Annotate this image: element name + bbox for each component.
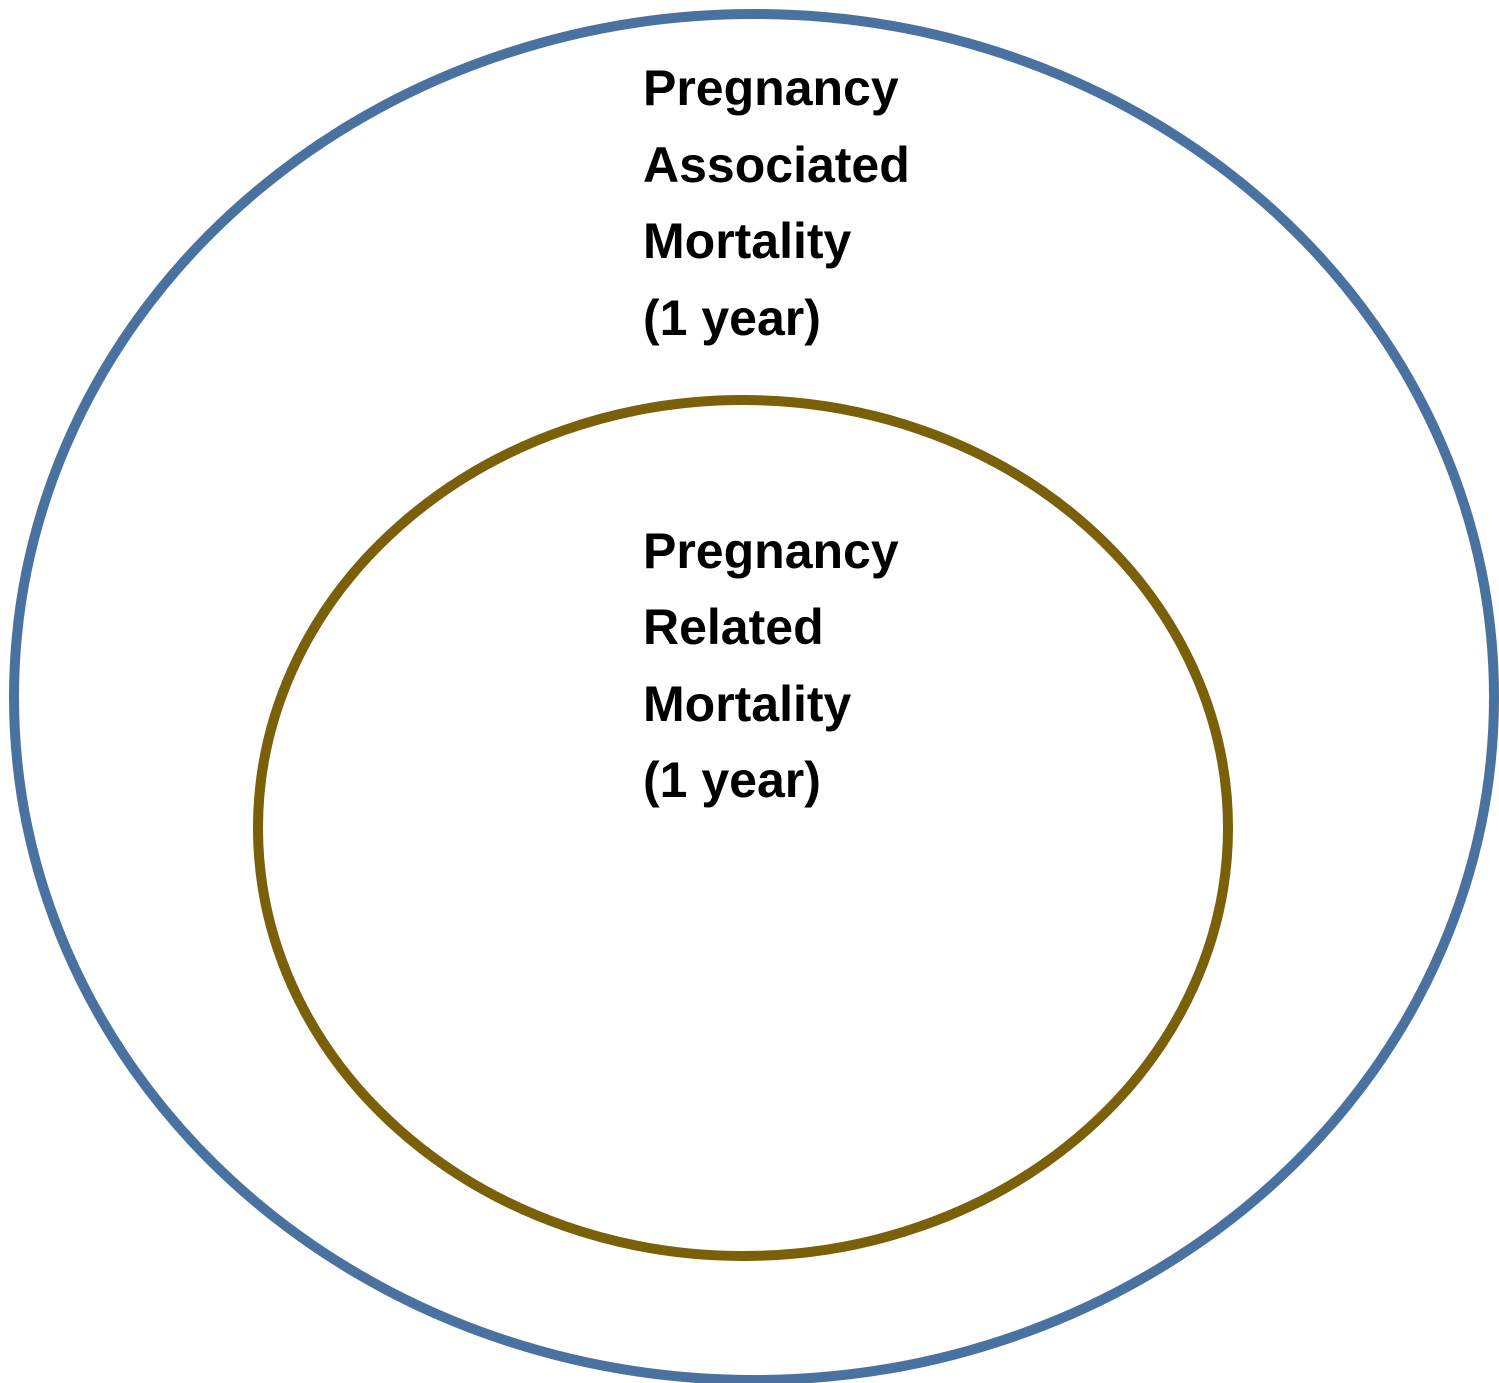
outer-label: Pregnancy Associated Mortality (1 year): [643, 60, 910, 346]
label-line: (1 year): [643, 290, 821, 346]
label-line: Pregnancy: [643, 60, 899, 116]
label-line: Related: [643, 599, 824, 655]
label-line: Pregnancy: [643, 523, 899, 579]
label-line: Mortality: [643, 676, 852, 732]
outer-ellipse: [9, 9, 1499, 1383]
label-line: Associated: [643, 137, 910, 193]
inner-label: Pregnancy Related Mortality (1 year): [643, 523, 899, 808]
inner-ellipse: [253, 395, 1233, 1261]
label-line: (1 year): [643, 752, 821, 808]
label-line: Mortality: [643, 213, 852, 269]
